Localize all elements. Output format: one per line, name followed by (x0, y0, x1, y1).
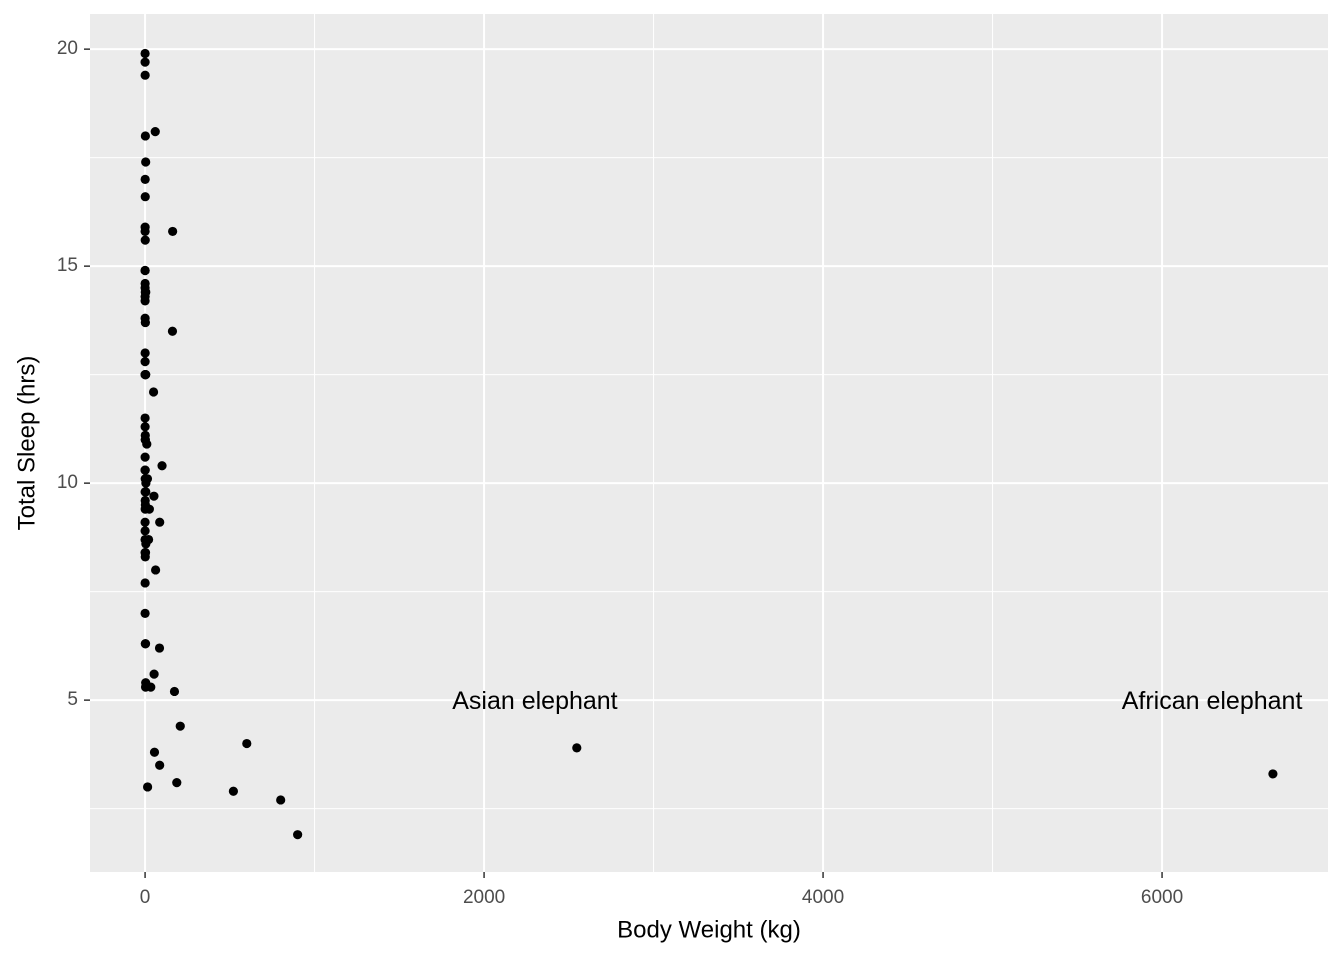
point (144, 504, 154, 514)
panel (90, 14, 1328, 872)
y-tick-label: 5 (67, 689, 78, 710)
point (141, 487, 151, 497)
point (140, 57, 150, 67)
x-axis-title: Body Weight (kg) (617, 916, 801, 943)
y-axis-title: Total Sleep (hrs) (13, 356, 40, 531)
point (148, 387, 159, 397)
point (140, 131, 150, 141)
point (140, 174, 150, 184)
annotation: African elephant (1122, 687, 1303, 715)
point (293, 830, 303, 840)
point (140, 70, 150, 80)
point (150, 127, 160, 137)
point (572, 743, 582, 753)
point (140, 639, 150, 649)
point (140, 226, 150, 237)
point (167, 326, 178, 336)
x-tick-label: 0 (140, 887, 151, 908)
point (154, 643, 165, 653)
point (140, 265, 150, 276)
point (140, 495, 150, 506)
point (140, 192, 150, 202)
point (169, 686, 180, 697)
point (140, 357, 150, 367)
point (140, 48, 150, 59)
point (140, 452, 150, 462)
point (140, 413, 150, 423)
x-tick-label: 4000 (802, 887, 844, 908)
point (155, 517, 165, 527)
point (242, 738, 252, 749)
point (168, 226, 178, 237)
point (155, 760, 165, 770)
point (140, 465, 150, 475)
point (140, 547, 150, 558)
point (142, 782, 153, 792)
marks (140, 48, 1278, 840)
point (141, 157, 151, 167)
point (140, 235, 150, 245)
point (140, 430, 150, 441)
point (141, 370, 151, 380)
point (175, 721, 185, 731)
point (140, 578, 150, 588)
point (140, 422, 150, 432)
point (150, 565, 161, 575)
y-tick-label: 10 (57, 472, 78, 493)
point (141, 539, 151, 549)
y-tick-label: 20 (57, 38, 78, 59)
point (140, 608, 150, 618)
point (172, 777, 182, 788)
point (140, 313, 150, 323)
y-tick-label: 15 (57, 255, 78, 276)
point (140, 526, 150, 536)
point (141, 678, 151, 688)
grid (90, 14, 1328, 872)
point (276, 795, 286, 805)
point (141, 474, 151, 484)
annotation: Asian elephant (452, 687, 617, 715)
point (228, 786, 238, 796)
point (149, 747, 160, 757)
point (140, 517, 150, 527)
point (157, 461, 167, 471)
point (149, 669, 159, 679)
point (1268, 769, 1278, 779)
point (140, 283, 150, 293)
x-tick-label: 6000 (1141, 887, 1183, 908)
point (140, 291, 150, 302)
x-tick-label: 2000 (463, 887, 505, 908)
point (149, 491, 159, 501)
point (140, 348, 150, 358)
